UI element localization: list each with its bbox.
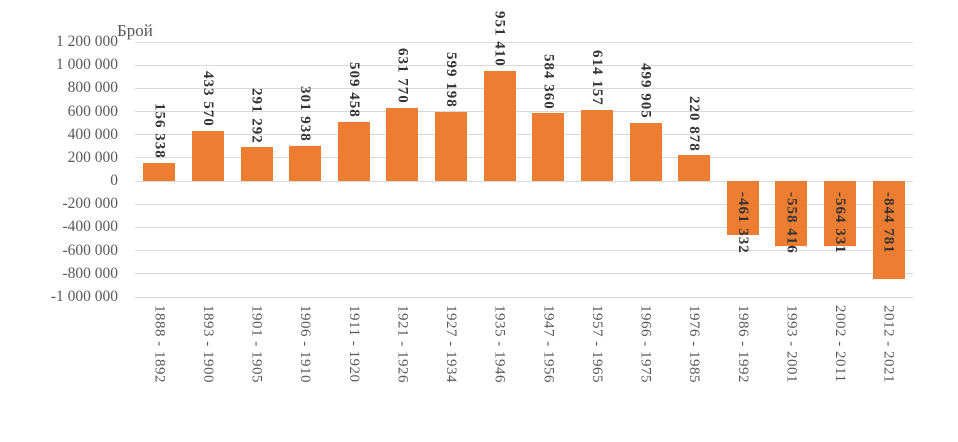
x-category-label: 1935 - 1946 xyxy=(491,305,508,383)
bar-value-label: -564 331 xyxy=(832,192,849,254)
bar xyxy=(824,181,857,247)
bar-value-label: 433 570 xyxy=(199,71,216,127)
bar-value-label: -558 416 xyxy=(783,192,800,254)
bar-value-label: 614 157 xyxy=(588,50,605,106)
gridline xyxy=(135,203,913,205)
bar xyxy=(726,181,759,235)
bar xyxy=(337,122,370,182)
gridline xyxy=(135,180,913,182)
gridline xyxy=(135,296,913,298)
gridline xyxy=(135,273,913,275)
plot-area: 156 338 433 570 291 292 301 938 509 458 631 7… xyxy=(135,11,913,298)
gridline xyxy=(135,250,913,252)
bar xyxy=(629,123,662,182)
x-category-label: 1927 - 1934 xyxy=(443,305,460,383)
y-axis: 1 200 000 1 000 000 800 000 600 000 400 000 2… xyxy=(0,0,118,442)
bar xyxy=(872,181,905,279)
y-tick-label: -800 000 xyxy=(62,264,118,282)
x-category-label: 1957 - 1965 xyxy=(588,305,605,383)
bar xyxy=(386,107,419,182)
y-tick-label: 1 200 000 xyxy=(56,33,118,50)
bar-value-label: 301 938 xyxy=(297,86,314,143)
bar xyxy=(678,155,711,182)
bar xyxy=(435,111,468,182)
x-category-label: 1911 - 1920 xyxy=(345,305,362,383)
y-tick-label: -200 000 xyxy=(62,195,118,213)
y-tick-label: 1 000 000 xyxy=(56,56,118,74)
bar-value-label: -844 781 xyxy=(880,192,897,254)
y-tick-label: 400 000 xyxy=(67,125,118,143)
bar-value-label: 951 410 xyxy=(491,11,508,67)
bar-value-label: 509 458 xyxy=(345,62,362,119)
gridline xyxy=(135,226,913,228)
y-tick-label: 600 000 xyxy=(67,102,118,120)
x-category-label: 1888 - 1892 xyxy=(151,305,168,383)
x-category-label: 1921 - 1926 xyxy=(394,305,411,383)
x-category-label: 1893 - 1900 xyxy=(199,305,216,383)
bar-value-label: 599 198 xyxy=(443,51,460,108)
gridline xyxy=(135,87,913,89)
bar xyxy=(240,147,273,182)
gridline xyxy=(135,64,913,66)
x-category-label: 1986 - 1992 xyxy=(734,305,751,383)
x-category-label: 1947 - 1956 xyxy=(540,305,557,383)
x-category-label: 1993 - 2001 xyxy=(783,305,800,383)
x-category-label: 1976 - 1985 xyxy=(686,305,703,383)
gridline xyxy=(135,41,913,43)
x-category-label: 1901 - 1905 xyxy=(248,305,265,383)
y-tick-label: 200 000 xyxy=(67,148,118,166)
gridline xyxy=(135,157,913,159)
bar-value-label: 156 338 xyxy=(151,103,168,159)
bar-value-label: 631 770 xyxy=(394,48,411,104)
bar xyxy=(775,181,808,246)
gridline xyxy=(135,134,913,136)
bar xyxy=(191,130,224,182)
x-category-label: 1906 - 1910 xyxy=(297,305,314,383)
x-category-label: 1966 - 1975 xyxy=(637,305,654,383)
bar-value-label: 499 905 xyxy=(637,63,654,120)
x-category-label: 2002 - 2011 xyxy=(832,305,849,383)
bar-value-label: -461 332 xyxy=(734,192,751,254)
bar xyxy=(483,70,516,182)
bar xyxy=(580,109,613,182)
bar-value-label: 584 360 xyxy=(540,53,557,110)
y-tick-label: -600 000 xyxy=(62,241,118,259)
y-tick-label: -400 000 xyxy=(62,218,118,236)
bar-value-label: 220 878 xyxy=(686,95,703,152)
y-tick-label: 800 000 xyxy=(67,79,118,97)
x-category-label: 2012 - 2021 xyxy=(880,305,897,383)
y-tick-label: -1 000 000 xyxy=(50,288,118,305)
bar-value-label: 291 292 xyxy=(248,87,265,144)
bar xyxy=(532,113,565,182)
y-axis-title: Брой xyxy=(117,21,153,40)
x-axis: 1888 - 1892 1893 - 1900 1901 - 1905 1906 - … xyxy=(135,305,913,442)
y-tick-label: 0 xyxy=(110,172,118,190)
gridline xyxy=(135,111,913,113)
bar xyxy=(289,146,322,182)
bar xyxy=(143,162,176,182)
